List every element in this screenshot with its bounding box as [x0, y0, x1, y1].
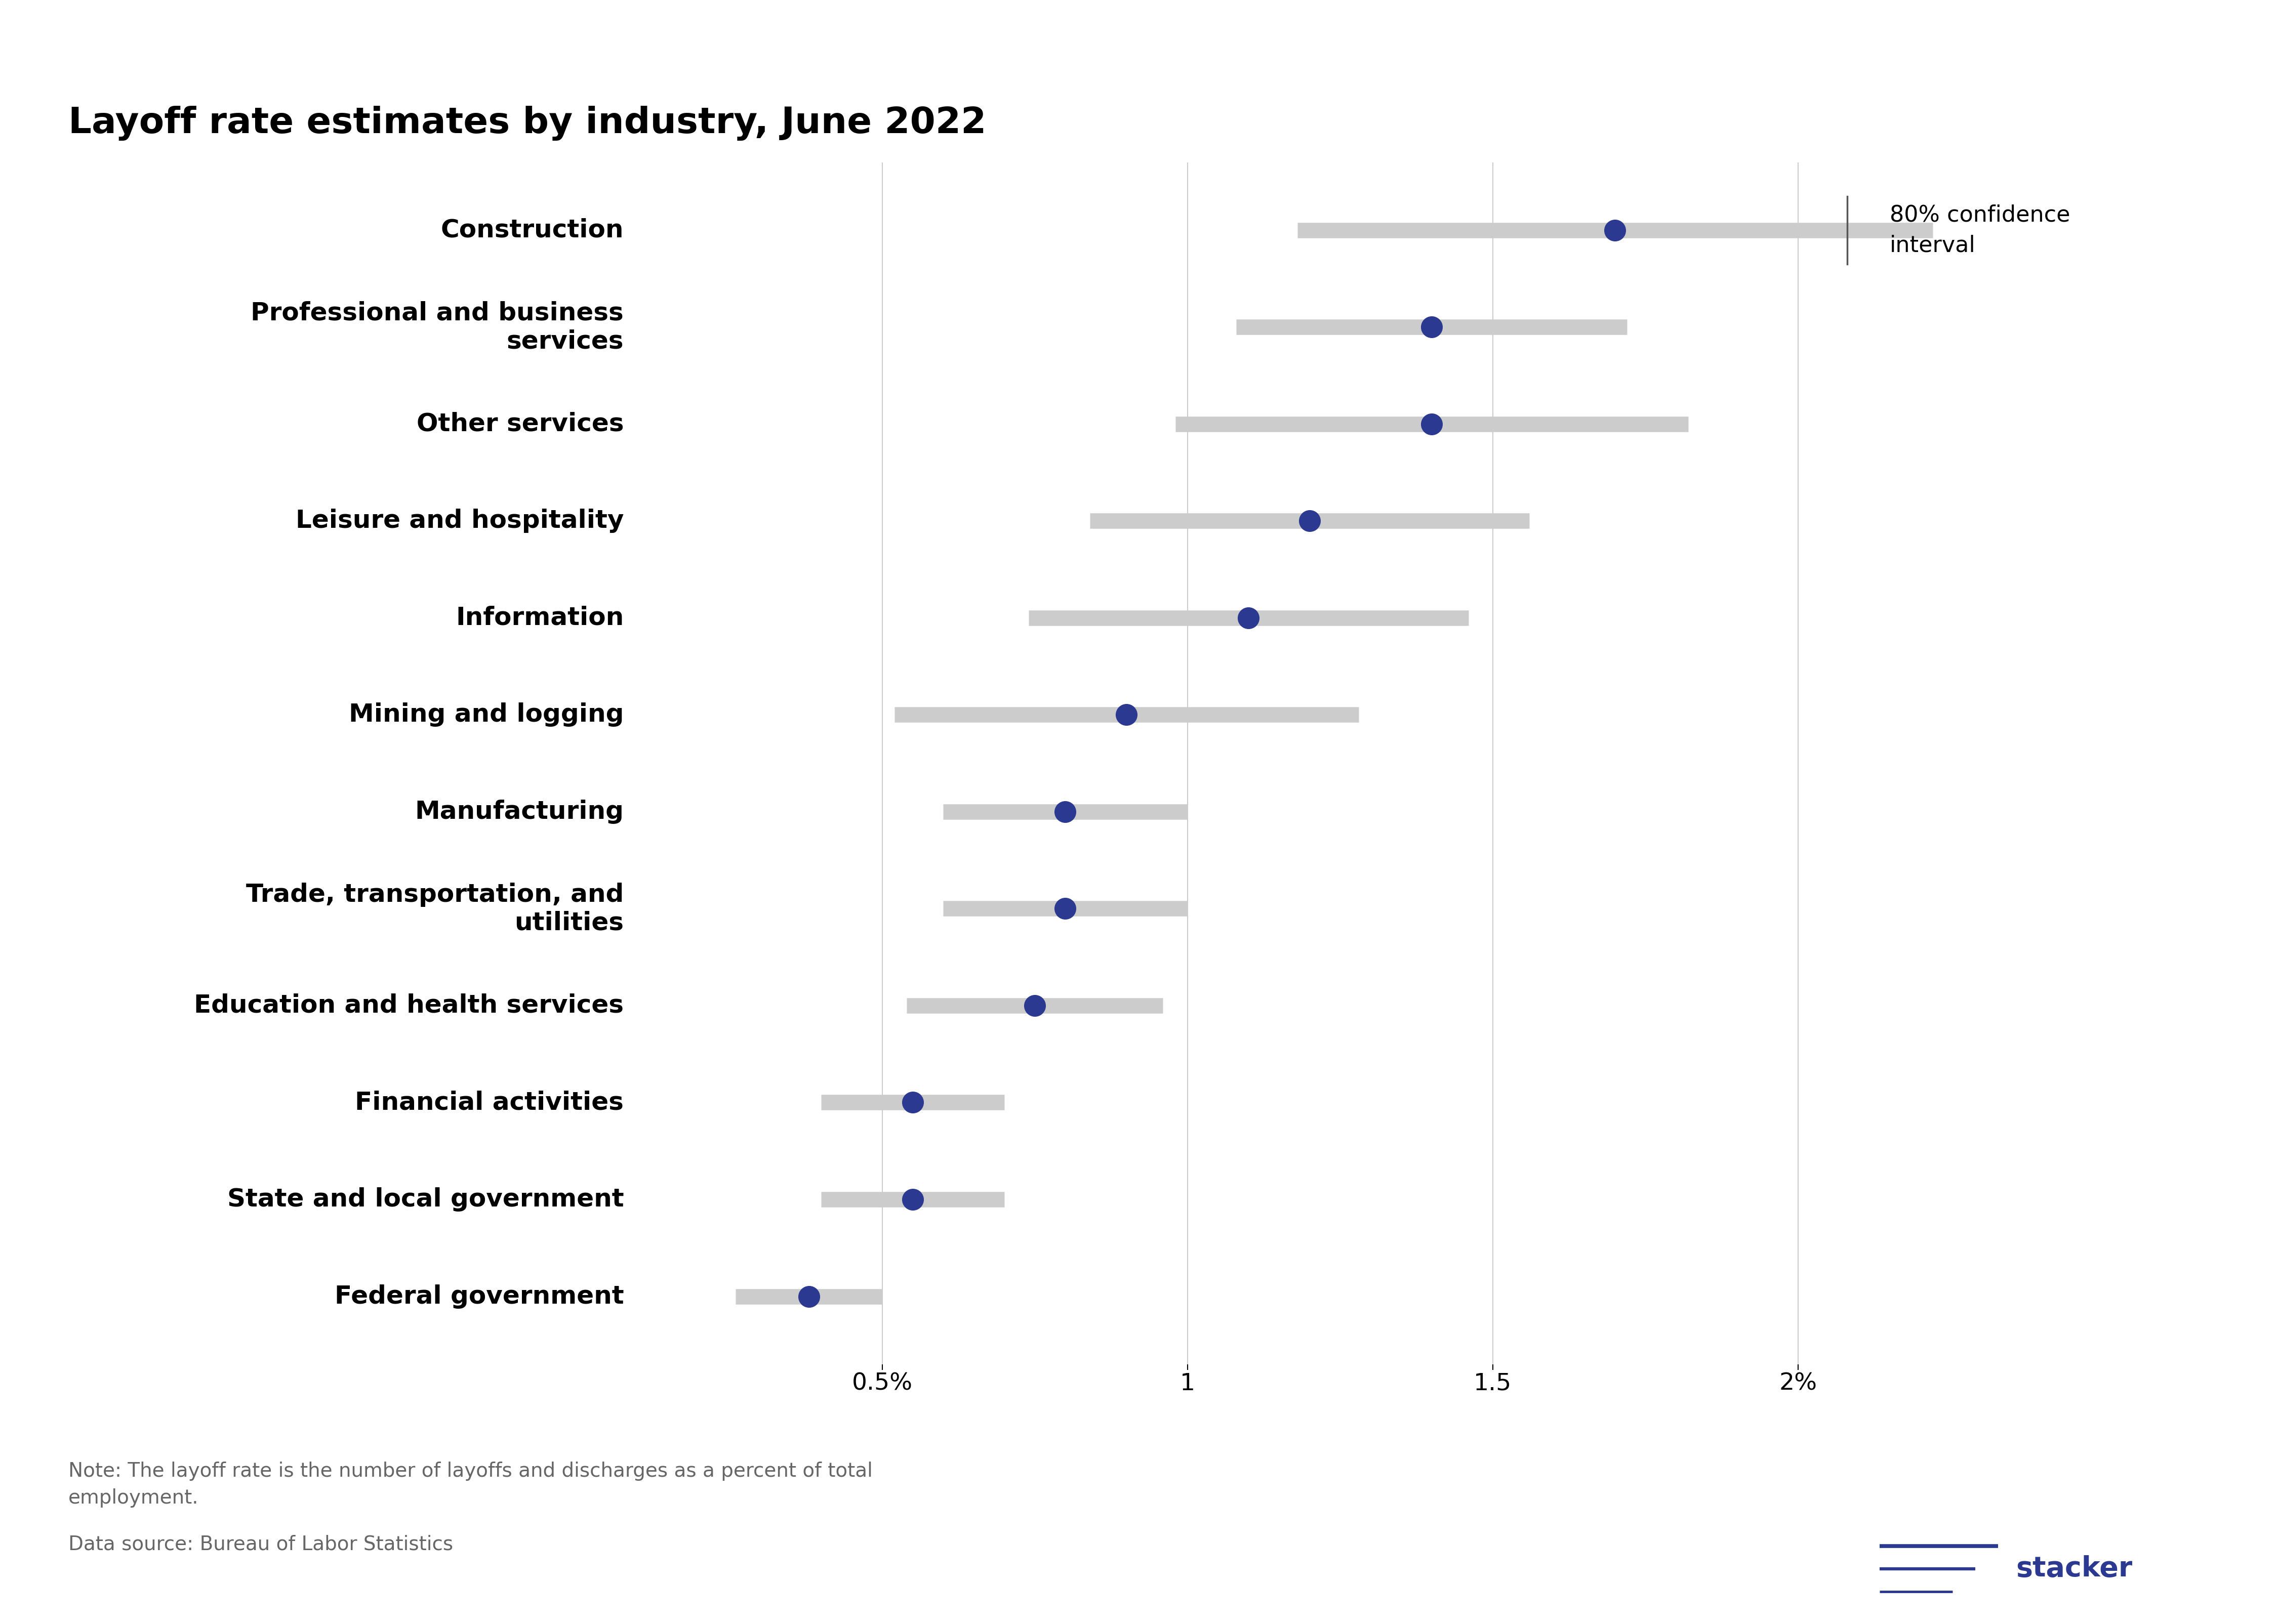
Point — [1048, 896, 1084, 922]
Point — [1016, 992, 1052, 1018]
Point — [1230, 604, 1267, 630]
Point — [1415, 313, 1451, 339]
Text: 80% confidence
interval: 80% confidence interval — [1891, 205, 2071, 257]
Point — [790, 1283, 827, 1309]
Point — [895, 1187, 932, 1213]
Point — [1597, 218, 1633, 244]
Text: stacker: stacker — [2016, 1556, 2132, 1582]
Text: Note: The layoff rate is the number of layoffs and discharges as a percent of to: Note: The layoff rate is the number of l… — [68, 1462, 872, 1507]
Text: Layoff rate estimates by industry, June 2022: Layoff rate estimates by industry, June … — [68, 106, 986, 141]
Point — [1415, 411, 1451, 437]
Point — [1048, 799, 1084, 825]
Point — [895, 1090, 932, 1116]
Text: Data source: Bureau of Labor Statistics: Data source: Bureau of Labor Statistics — [68, 1535, 453, 1554]
Point — [1292, 508, 1328, 534]
Point — [1107, 702, 1144, 728]
